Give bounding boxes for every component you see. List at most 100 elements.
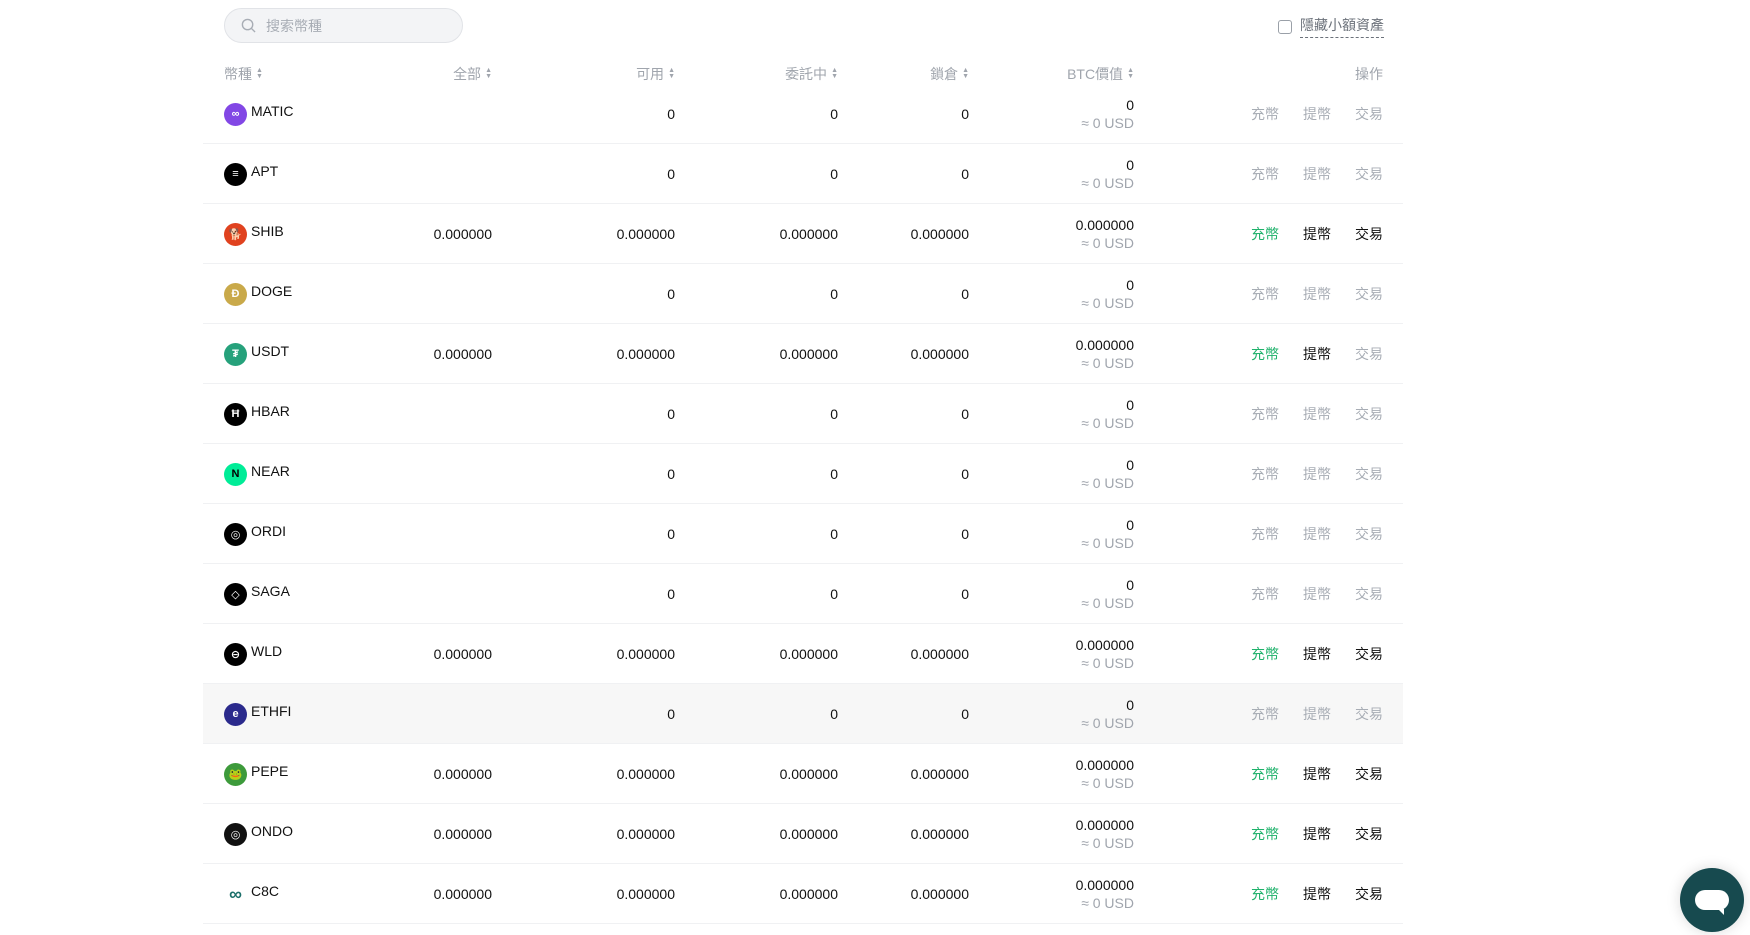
withdraw-button[interactable]: 提幣 — [1303, 166, 1331, 182]
table-header: 幣種 ▲ ▼ 全部 ▲ ▼ 可用 ▲ ▼ 委託中 ▲ ▼ 鎖倉 ▲ ▼ BTC價值 ▲ ▼ 操作 — [0, 64, 1750, 84]
available-cell: 0 — [667, 586, 675, 602]
header-in-order[interactable]: 委託中 ▲ ▼ — [785, 64, 838, 84]
trade-button[interactable]: 交易 — [1355, 406, 1383, 422]
btc-value-cell: 0 ≈ 0 USD — [1081, 564, 1134, 624]
table-row: Ð DOGE 0 0 0 0 ≈ 0 USD 充幣 提幣 交易 — [203, 264, 1403, 324]
available-cell: 0.000000 — [616, 226, 675, 242]
hide-small-assets-toggle[interactable]: 隱藏小額資產 — [1278, 15, 1384, 38]
trade-button[interactable]: 交易 — [1355, 646, 1383, 662]
in-order-cell: 0.000000 — [779, 886, 838, 902]
locked-cell: 0 — [961, 406, 969, 422]
header-total[interactable]: 全部 ▲ ▼ — [453, 64, 492, 84]
usd-value: ≈ 0 USD — [1081, 654, 1134, 671]
search-box[interactable] — [224, 8, 463, 43]
coin-cell: N NEAR — [224, 444, 290, 504]
withdraw-button[interactable]: 提幣 — [1303, 886, 1331, 902]
trade-button[interactable]: 交易 — [1355, 166, 1383, 182]
deposit-button[interactable]: 充幣 — [1251, 706, 1279, 722]
available-cell: 0.000000 — [616, 826, 675, 842]
trade-button[interactable]: 交易 — [1355, 826, 1383, 842]
deposit-button[interactable]: 充幣 — [1251, 766, 1279, 782]
locked-cell: 0.000000 — [910, 226, 969, 242]
withdraw-button[interactable]: 提幣 — [1303, 706, 1331, 722]
coin-cell: 🐸 PEPE — [224, 744, 288, 804]
actions-cell: 充幣 提幣 交易 — [1251, 684, 1383, 744]
withdraw-button[interactable]: 提幣 — [1303, 646, 1331, 662]
trade-button[interactable]: 交易 — [1355, 226, 1383, 242]
withdraw-button[interactable]: 提幣 — [1303, 826, 1331, 842]
trade-button[interactable]: 交易 — [1355, 886, 1383, 902]
actions-cell: 充幣 提幣 交易 — [1251, 504, 1383, 564]
deposit-button[interactable]: 充幣 — [1251, 646, 1279, 662]
trade-button[interactable]: 交易 — [1355, 586, 1383, 602]
coin-near-icon: N — [224, 462, 247, 486]
chat-support-button[interactable] — [1680, 868, 1744, 932]
search-input[interactable] — [266, 17, 446, 34]
header-coin[interactable]: 幣種 ▲ ▼ — [224, 64, 263, 84]
locked-cell: 0 — [961, 706, 969, 722]
coin-name: ONDO — [251, 823, 293, 839]
deposit-button[interactable]: 充幣 — [1251, 466, 1279, 482]
coin-hbar-icon: Ħ — [224, 402, 247, 426]
available-cell: 0 — [667, 406, 675, 422]
sort-icon: ▲ ▼ — [256, 67, 263, 80]
in-order-cell: 0 — [830, 406, 838, 422]
trade-button[interactable]: 交易 — [1355, 706, 1383, 722]
withdraw-button[interactable]: 提幣 — [1303, 286, 1331, 302]
actions-cell: 充幣 提幣 交易 — [1251, 564, 1383, 624]
btc-value-cell: 0.000000 ≈ 0 USD — [1076, 804, 1134, 864]
header-btc-value[interactable]: BTC價值 ▲ ▼ — [1067, 64, 1134, 84]
deposit-button[interactable]: 充幣 — [1251, 106, 1279, 122]
withdraw-button[interactable]: 提幣 — [1303, 526, 1331, 542]
btc-value: 0.000000 — [1075, 876, 1134, 893]
coin-cell: Ħ HBAR — [224, 384, 290, 444]
btc-value: 0 — [1126, 696, 1134, 713]
header-locked[interactable]: 鎖倉 ▲ ▼ — [930, 64, 969, 84]
withdraw-button[interactable]: 提幣 — [1303, 766, 1331, 782]
btc-value: 0.000000 — [1075, 636, 1134, 653]
coin-name: APT — [251, 163, 279, 179]
actions-cell: 充幣 提幣 交易 — [1251, 744, 1383, 804]
deposit-button[interactable]: 充幣 — [1251, 886, 1279, 902]
withdraw-button[interactable]: 提幣 — [1303, 466, 1331, 482]
header-available[interactable]: 可用 ▲ ▼ — [636, 64, 675, 84]
coin-apt-icon: ≡ — [224, 162, 247, 186]
withdraw-button[interactable]: 提幣 — [1303, 346, 1331, 362]
btc-value-cell: 0 ≈ 0 USD — [1081, 504, 1134, 564]
coin-name: SAGA — [251, 583, 290, 599]
deposit-button[interactable]: 充幣 — [1251, 226, 1279, 242]
trade-button[interactable]: 交易 — [1355, 286, 1383, 302]
trade-button[interactable]: 交易 — [1355, 466, 1383, 482]
trade-button[interactable]: 交易 — [1355, 766, 1383, 782]
coin-cell: Ð DOGE — [224, 264, 292, 324]
coin-ordi-icon: ◎ — [224, 522, 247, 546]
coin-name: MATIC — [251, 103, 294, 119]
withdraw-button[interactable]: 提幣 — [1303, 226, 1331, 242]
deposit-button[interactable]: 充幣 — [1251, 406, 1279, 422]
btc-value: 0.000000 — [1075, 816, 1134, 833]
hide-small-assets-label[interactable]: 隱藏小額資產 — [1300, 15, 1384, 38]
usd-value: ≈ 0 USD — [1081, 174, 1134, 191]
hide-small-assets-checkbox[interactable] — [1278, 19, 1292, 34]
withdraw-button[interactable]: 提幣 — [1303, 406, 1331, 422]
in-order-cell: 0 — [830, 286, 838, 302]
deposit-button[interactable]: 充幣 — [1251, 166, 1279, 182]
deposit-button[interactable]: 充幣 — [1251, 586, 1279, 602]
deposit-button[interactable]: 充幣 — [1251, 346, 1279, 362]
coin-ethfi-icon: e — [224, 702, 247, 726]
coin-name: C8C — [251, 883, 280, 899]
withdraw-button[interactable]: 提幣 — [1303, 106, 1331, 122]
coin-saga-icon: ◇ — [224, 582, 247, 606]
coin-cell: ₮ USDT — [224, 324, 289, 384]
deposit-button[interactable]: 充幣 — [1251, 826, 1279, 842]
locked-cell: 0.000000 — [910, 766, 969, 782]
withdraw-button[interactable]: 提幣 — [1303, 586, 1331, 602]
trade-button[interactable]: 交易 — [1355, 106, 1383, 122]
deposit-button[interactable]: 充幣 — [1251, 286, 1279, 302]
coin-cell: ⊖ WLD — [224, 624, 282, 684]
deposit-button[interactable]: 充幣 — [1251, 526, 1279, 542]
trade-button[interactable]: 交易 — [1355, 526, 1383, 542]
usd-value: ≈ 0 USD — [1081, 594, 1134, 611]
trade-button[interactable]: 交易 — [1355, 346, 1383, 362]
available-cell: 0.000000 — [616, 346, 675, 362]
